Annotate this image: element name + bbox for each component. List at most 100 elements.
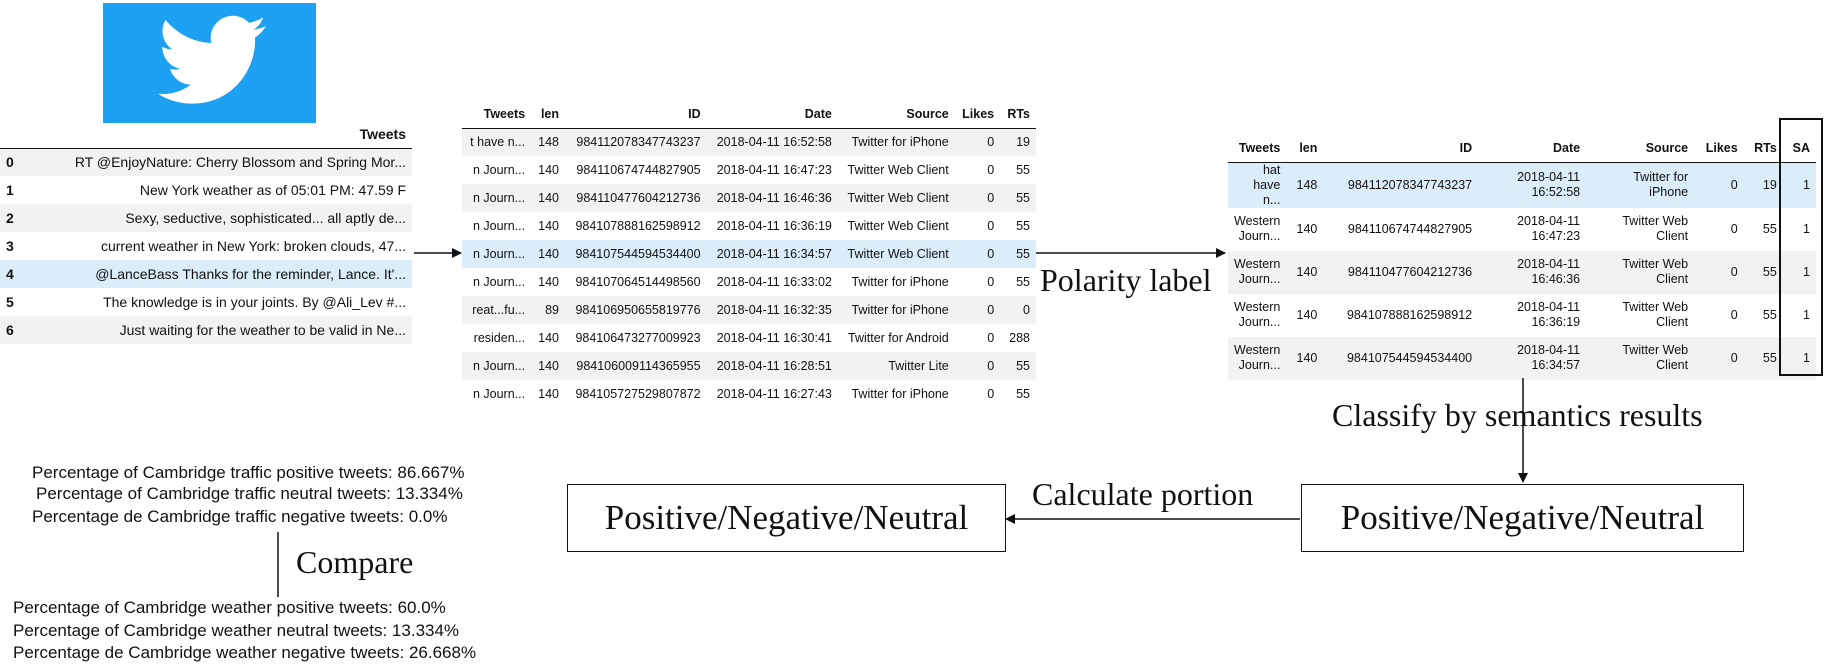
tweet-rts: 55 — [1762, 307, 1777, 322]
tweet-len: 140 — [538, 331, 559, 345]
header-likes: Likes — [954, 100, 1001, 129]
tweet-rts: 55 — [1016, 219, 1030, 233]
tweet-id: 984106950655819776 — [565, 296, 707, 324]
tweet-likes: 0 — [954, 296, 1001, 324]
polarity-label: Polarity label — [1040, 262, 1212, 298]
tweet-len: 140 — [1296, 307, 1318, 322]
tweet-len: 140 — [538, 219, 559, 233]
header-tweets: Tweets — [1228, 134, 1287, 163]
tweet-date: 2018-04-11 16:46:36 — [1478, 250, 1587, 294]
tweet-len: 140 — [1296, 221, 1318, 236]
tweet-sa: 1 — [1803, 307, 1810, 322]
header-date: Date — [706, 100, 838, 129]
tweet-id: 984106473277009923 — [575, 331, 701, 345]
tweet-source: Twitter Web Client — [1622, 214, 1689, 243]
tweet-len: 140 — [1286, 250, 1324, 294]
tweet-likes: 0 — [987, 219, 995, 233]
tweet-likes: 0 — [987, 387, 995, 401]
tweet-date: 2018-04-11 16:46:36 — [706, 184, 838, 212]
table-row: 3 current weather in New York: broken clo… — [0, 232, 412, 260]
tweet-likes: 0 — [954, 128, 1001, 156]
tweet-rts: 55 — [1000, 240, 1036, 268]
tweet-text: Sexy, seductive, sophisticated... all ap… — [30, 204, 412, 232]
header-date: Date — [1478, 134, 1587, 163]
tweet-date: 2018-04-11 16:47:23 — [1517, 214, 1581, 243]
tweet-date: 2018-04-11 16:52:58 — [706, 128, 838, 156]
weather-negative: Percentage de Cambridge weather negative… — [13, 643, 477, 662]
header-tweets: Tweets — [462, 100, 532, 129]
tweet-snippet: hat have n... — [1228, 162, 1287, 208]
tweet-date: 2018-04-11 16:36:19 — [716, 219, 832, 233]
tweet-snippet: n Journ... — [462, 184, 532, 212]
tweet-source: Twitter Web Client — [847, 163, 949, 177]
header-id: ID — [1323, 134, 1479, 163]
weather-neutral: Percentage of Cambridge weather neutral … — [13, 621, 460, 640]
tweet-rts: 55 — [1000, 352, 1036, 380]
table-row: n Journ... 140 984107544594534400 2018-04-1… — [462, 240, 1036, 268]
tweet-id: 984110674744827905 — [1347, 221, 1473, 236]
sentiment-box-left: Positive/Negative/Neutral — [567, 484, 1006, 552]
tweet-snippet: n Journ... — [472, 219, 526, 233]
tweet-id: 984107544594534400 — [1323, 336, 1479, 380]
compare-label: Compare — [296, 544, 414, 580]
tweet-rts: 55 — [1000, 184, 1036, 212]
sentiment-box-right: Positive/Negative/Neutral — [1301, 484, 1744, 552]
tweet-source: Twitter Web Client — [1586, 250, 1695, 294]
tweet-text: current weather in New York: broken clou… — [100, 238, 406, 254]
tweet-likes: 0 — [1694, 336, 1744, 380]
tweet-likes: 0 — [954, 240, 1001, 268]
row-index: 4 — [0, 260, 30, 288]
header-id: ID — [565, 100, 707, 129]
header-len: len — [531, 100, 565, 129]
tweet-source: Twitter Web Client — [1622, 300, 1689, 329]
sa-column-highlight — [1779, 118, 1823, 376]
table-row: n Journ... 140 984110477604212736 2018-04-1… — [462, 184, 1036, 212]
tweet-snippet: Western Journ... — [1228, 250, 1287, 294]
tweet-rts: 55 — [1016, 163, 1030, 177]
tweet-snippet: Western Journ... — [1234, 300, 1281, 329]
row-index: 3 — [6, 238, 14, 254]
tweet-source: Twitter Web Client — [837, 184, 955, 212]
tweet-len: 148 — [531, 128, 565, 156]
tweet-id: 984112078347743237 — [565, 128, 707, 156]
tweet-snippet: residen... — [473, 331, 526, 345]
tweet-source: Twitter Web Client — [1586, 336, 1695, 380]
table1-header: Tweets — [30, 120, 412, 149]
tweet-date: 2018-04-11 16:28:51 — [706, 352, 838, 380]
tweet-id: 984112078347743237 — [1323, 162, 1479, 208]
tweet-id: 984110477604212736 — [565, 184, 707, 212]
tweet-date: 2018-04-11 16:34:57 — [706, 240, 838, 268]
table-row: Western Journ... 140 984110477604212736 201… — [1228, 250, 1816, 294]
table-row: 2 Sexy, seductive, sophisticated... all a… — [0, 204, 412, 232]
weather-positive: Percentage of Cambridge weather positive… — [13, 598, 446, 617]
tweet-likes: 0 — [987, 275, 995, 289]
table-row: 1 New York weather as of 05:01 PM: 47.59 … — [0, 176, 412, 204]
tweet-text: @LanceBass Thanks for the reminder, Lanc… — [30, 260, 412, 288]
tweet-snippet: n Journ... — [472, 275, 526, 289]
header-rts: RTs — [1000, 100, 1036, 129]
tweet-date: 2018-04-11 16:32:35 — [706, 296, 838, 324]
tweet-details-table: Tweets len ID Date Source Likes RTs t ha… — [462, 100, 1036, 408]
tweet-id: 984107544594534400 — [565, 240, 707, 268]
tweet-len: 140 — [531, 240, 565, 268]
tweet-len: 148 — [1286, 162, 1324, 208]
tweet-rts: 19 — [1000, 128, 1036, 156]
header-rts: RTs — [1743, 134, 1783, 163]
tweet-source: Twitter for iPhone — [837, 296, 955, 324]
header-sa: SA — [1782, 134, 1816, 163]
table-row: 0 RT @EnjoyNature: Cherry Blossom and Spr… — [0, 148, 412, 176]
tweet-snippet: Western Journ... — [1228, 336, 1287, 380]
tweet-len: 140 — [538, 163, 559, 177]
tweet-likes: 0 — [1730, 221, 1738, 236]
table-row: 6 Just waiting for the weather to be vali… — [0, 316, 412, 344]
twitter-bird-icon — [158, 15, 267, 104]
traffic-positive: Percentage of Cambridge traffic positive… — [32, 463, 465, 482]
header-len: len — [1286, 134, 1324, 163]
tweet-len: 140 — [531, 352, 565, 380]
tweet-snippet: reat...fu... — [462, 296, 532, 324]
tweet-date: 2018-04-11 16:36:19 — [1517, 300, 1581, 329]
tweet-id: 984106009114365955 — [565, 352, 707, 380]
table-row: n Journ... 140 984107888162598912 2018-04-1… — [462, 212, 1036, 240]
tweet-len: 140 — [538, 387, 559, 401]
tweet-sa: 1 — [1803, 221, 1810, 236]
